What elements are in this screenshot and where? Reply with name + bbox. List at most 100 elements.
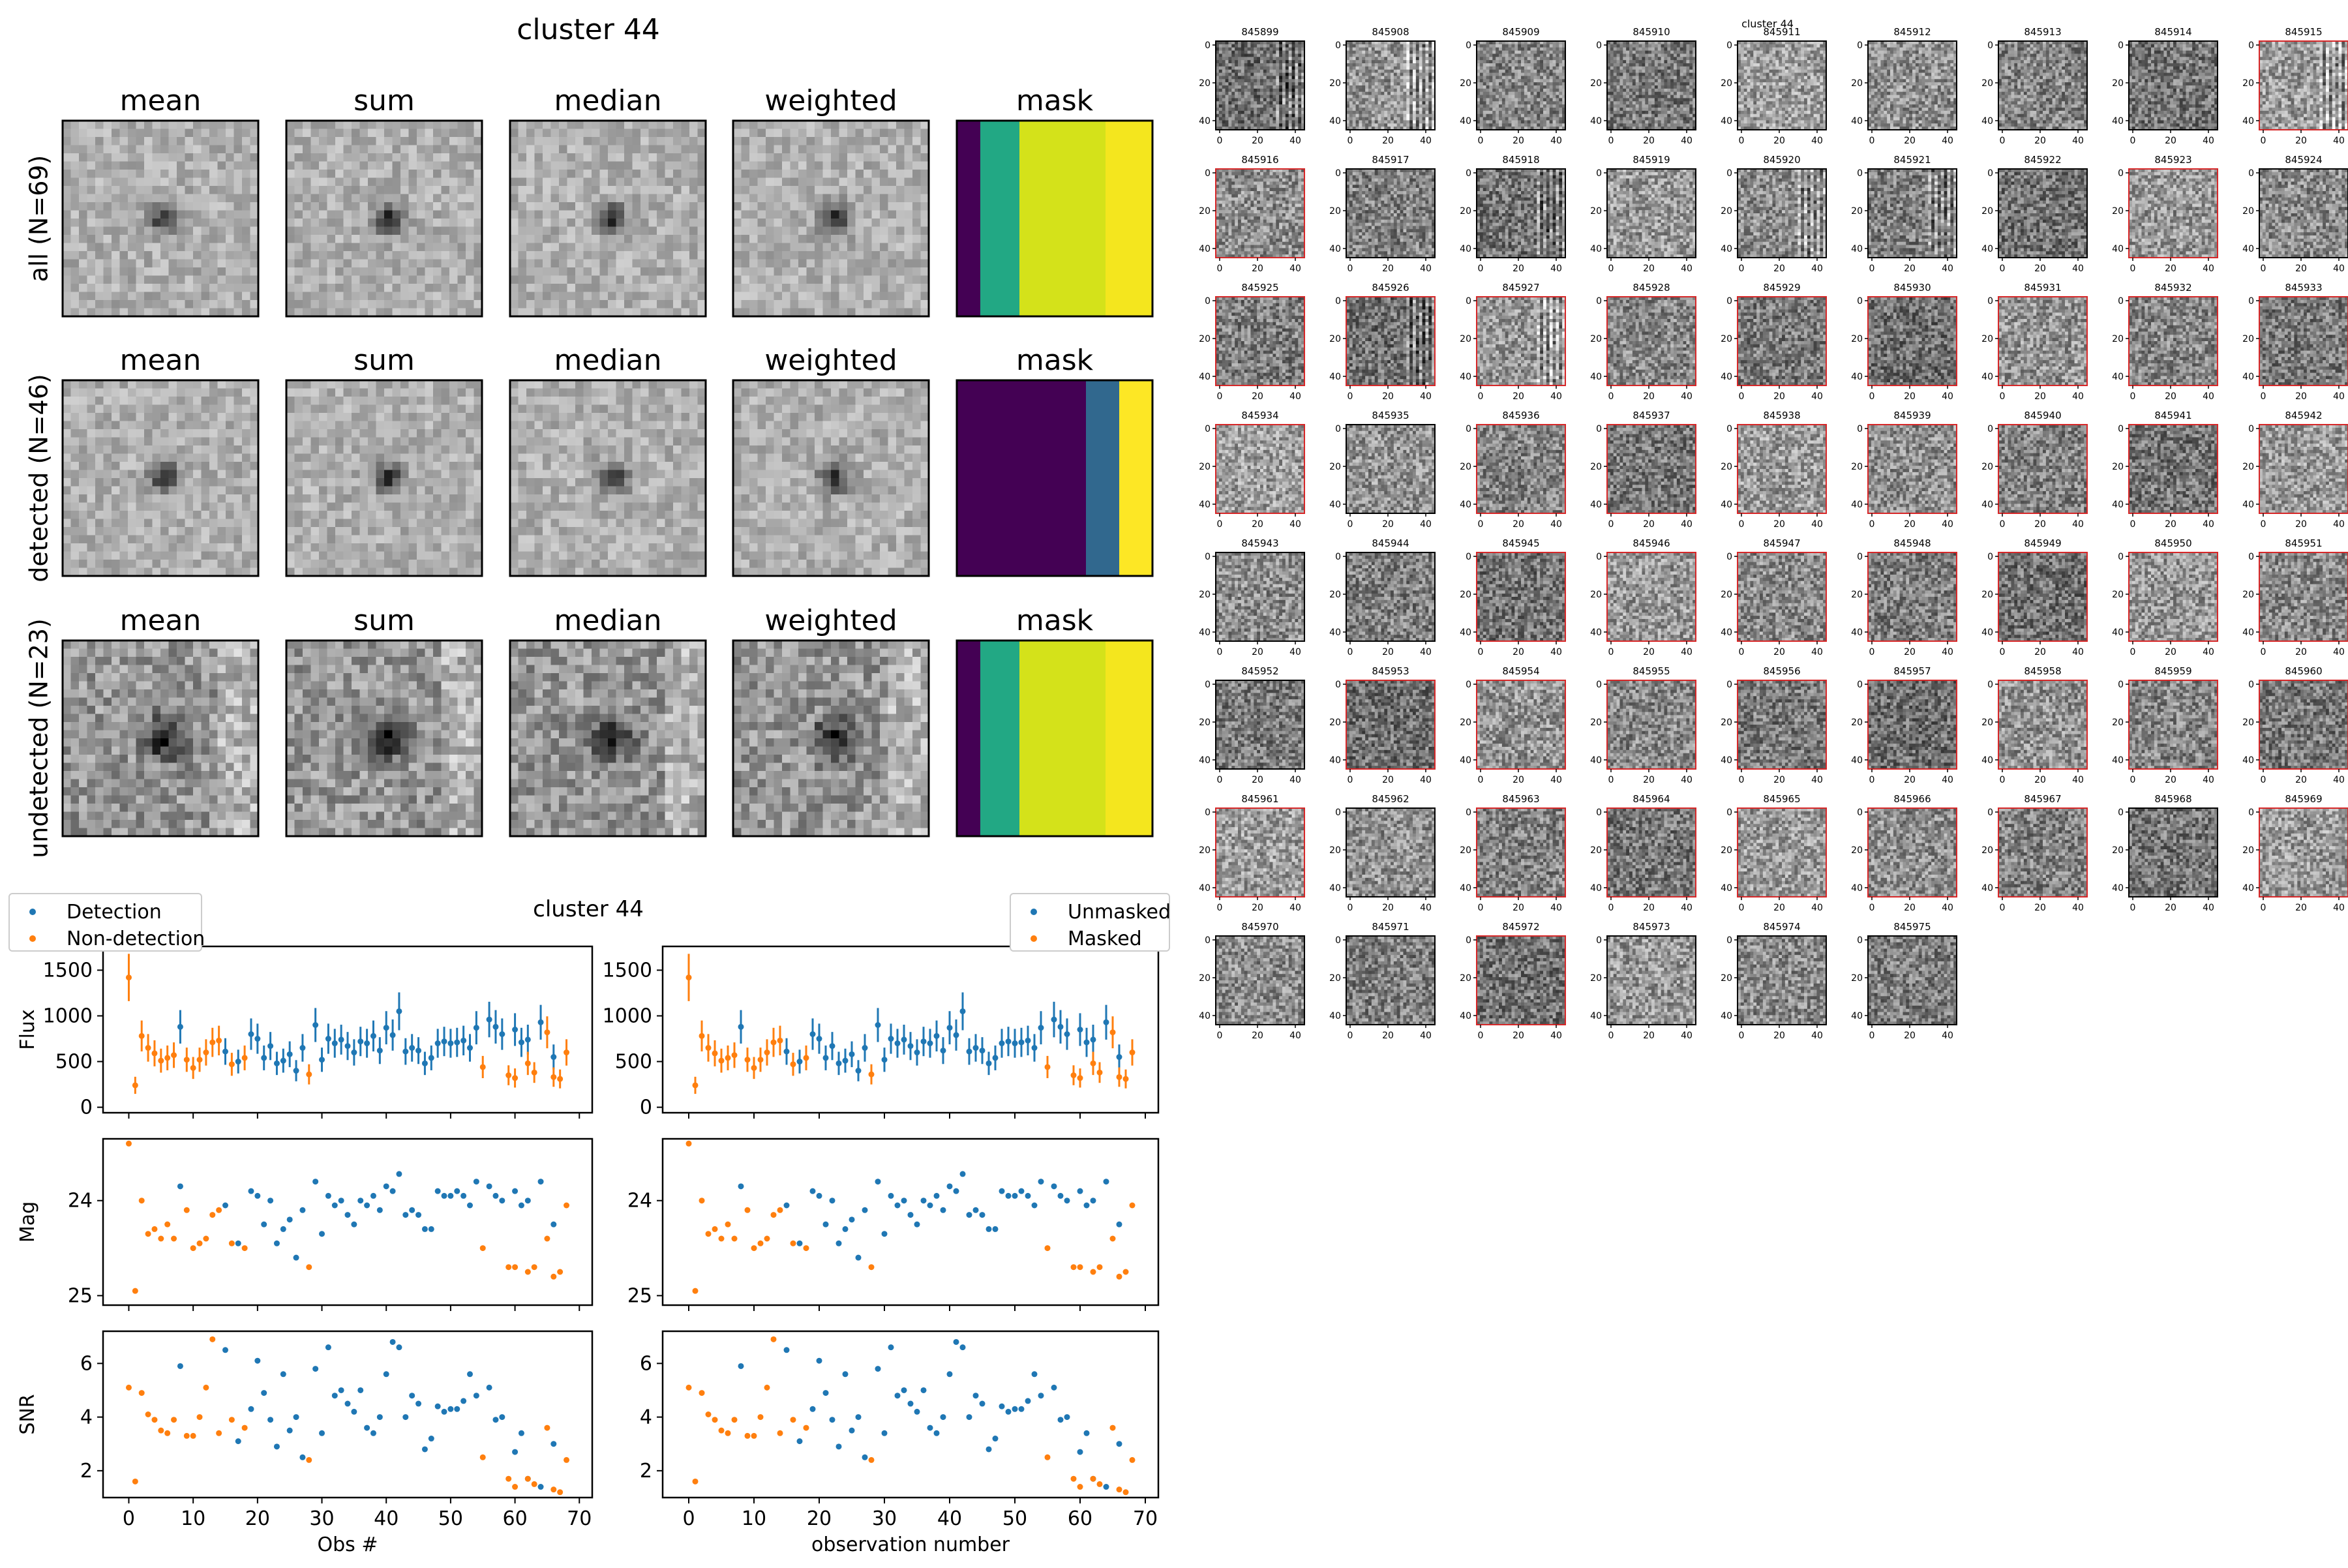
- cutout-x-tick-label: 20: [1904, 391, 1916, 402]
- cutout-x-tick-label: 40: [2203, 903, 2214, 913]
- cutout-y-tick-label: 20: [2242, 590, 2254, 600]
- cutout-cell: 8459190020204040: [1590, 154, 1696, 274]
- cutout-x-tick-label: 20: [2034, 264, 2046, 274]
- detection-point: [901, 1036, 907, 1042]
- detection-point: [442, 1409, 447, 1415]
- cutout-x-tick-label: 20: [1643, 775, 1655, 785]
- detection-point: [830, 1417, 835, 1423]
- x-axis-label: Obs #: [318, 1533, 378, 1556]
- detection-point: [960, 1171, 966, 1177]
- non-detection-point: [758, 1414, 764, 1420]
- cutout-x-tick-label: 0: [1217, 775, 1223, 785]
- detection-point: [914, 1409, 920, 1415]
- cutout-y-tick-label: 0: [1335, 40, 1341, 51]
- cutout-cell: 8459080020204040: [1329, 26, 1435, 146]
- cutout-x-tick-label: 20: [1382, 264, 1394, 274]
- detection-point: [415, 1212, 421, 1218]
- cutout-y-tick-label: 20: [2112, 462, 2124, 472]
- cutout-x-tick-label: 40: [1942, 903, 1953, 913]
- stack-row-label: undetected (N=23): [25, 618, 53, 858]
- cutout-cell: 8459710020204040: [1329, 921, 1435, 1041]
- detection-point: [784, 1049, 790, 1055]
- cutout-id-label: 845909: [1502, 26, 1539, 38]
- detection-point: [784, 1347, 790, 1353]
- cutout-x-tick-label: 0: [1347, 903, 1353, 913]
- cutout-image: [1607, 680, 1696, 770]
- cutout-x-tick-label: 20: [2165, 136, 2176, 146]
- cutout-x-tick-label: 0: [2130, 647, 2136, 657]
- detection-point: [487, 1385, 492, 1391]
- cutout-y-tick-label: 40: [2242, 244, 2254, 254]
- cutout-y-tick-label: 20: [1199, 717, 1211, 728]
- plot-panel-mag: 2425: [627, 1139, 1158, 1311]
- cutout-x-tick-label: 40: [1289, 391, 1301, 402]
- cutout-x-tick-label: 20: [1643, 647, 1655, 657]
- cutout-image: [1216, 41, 1305, 130]
- detection-point: [409, 1045, 415, 1051]
- detection-point: [415, 1048, 421, 1053]
- cutout-cell: 8459640020204040: [1590, 793, 1696, 913]
- cutout-x-tick-label: 20: [1904, 647, 1916, 657]
- detection-point: [1019, 1040, 1025, 1046]
- cutout-image: [1477, 297, 1566, 386]
- mask-band: [1086, 380, 1119, 576]
- x-tick-label: 40: [374, 1507, 399, 1530]
- detection-point: [810, 1406, 816, 1412]
- y-axis-label: Mag: [16, 1201, 39, 1243]
- detection-point: [222, 1203, 228, 1209]
- cutout-cell: 8459410020204040: [2112, 410, 2218, 530]
- stack-column-label: weighted: [764, 344, 897, 377]
- detection-point: [261, 1222, 267, 1228]
- cutout-image: [1868, 169, 1957, 258]
- cutout-y-tick-label: 20: [2242, 462, 2254, 472]
- stack-column-label: median: [554, 344, 662, 377]
- cutout-image: [1607, 297, 1696, 386]
- cutout-y-tick-label: 0: [1335, 935, 1341, 946]
- detection-point: [538, 1019, 544, 1025]
- detection-point: [980, 1048, 986, 1053]
- detection-point: [914, 1222, 920, 1228]
- detection-point: [384, 1025, 389, 1031]
- cutout-id-label: 845918: [1502, 154, 1539, 166]
- cutout-x-tick-label: 40: [1550, 903, 1562, 913]
- cutout-x-tick-label: 0: [1608, 775, 1614, 785]
- cutout-image: [1738, 680, 1827, 770]
- non-detection-point: [512, 1264, 518, 1270]
- detection-point: [810, 1031, 816, 1037]
- detection-point: [274, 1241, 280, 1246]
- detection-point: [312, 1022, 318, 1028]
- cutout-y-tick-label: 40: [1721, 1011, 1732, 1021]
- detection-point: [954, 1188, 959, 1194]
- cutout-image: [1738, 169, 1827, 258]
- cutout-x-tick-label: 40: [1420, 1031, 1432, 1041]
- mask-band: [980, 121, 1019, 316]
- cutout-x-tick-label: 20: [1513, 775, 1524, 785]
- plot-panel-flux: 050010001500Flux: [16, 946, 592, 1119]
- detection-point: [396, 1344, 402, 1350]
- cutout-x-tick-label: 20: [1382, 519, 1394, 530]
- cutout-y-tick-label: 20: [1460, 845, 1471, 856]
- detection-point: [1104, 1019, 1109, 1025]
- non-detection-point: [564, 1049, 569, 1055]
- detection-point: [402, 1049, 408, 1055]
- detection-point: [487, 1017, 492, 1023]
- cutout-id-label: 845960: [2285, 665, 2322, 677]
- detection-point: [409, 1393, 415, 1398]
- x-tick-label: 10: [742, 1507, 766, 1530]
- detection-point: [235, 1438, 241, 1444]
- cutout-image: [2129, 680, 2218, 770]
- cutout-y-tick-label: 20: [1721, 206, 1732, 217]
- cutout-id-label: 845950: [2154, 537, 2191, 549]
- cutout-y-tick-label: 40: [1851, 1011, 1863, 1021]
- cutout-x-tick-label: 0: [2261, 903, 2266, 913]
- non-detection-point: [306, 1264, 312, 1270]
- cutout-image: [2259, 297, 2348, 386]
- legend-label: Detection: [67, 901, 162, 924]
- cutout-x-tick-label: 20: [2295, 264, 2307, 274]
- cutout-id-label: 845951: [2285, 537, 2322, 549]
- cutout-cell: 8459590020204040: [2112, 665, 2218, 785]
- non-detection-point: [869, 1072, 875, 1078]
- cutout-y-tick-label: 0: [1726, 424, 1732, 434]
- cutout-y-tick-label: 40: [2112, 372, 2124, 382]
- cutout-x-tick-label: 0: [1869, 775, 1875, 785]
